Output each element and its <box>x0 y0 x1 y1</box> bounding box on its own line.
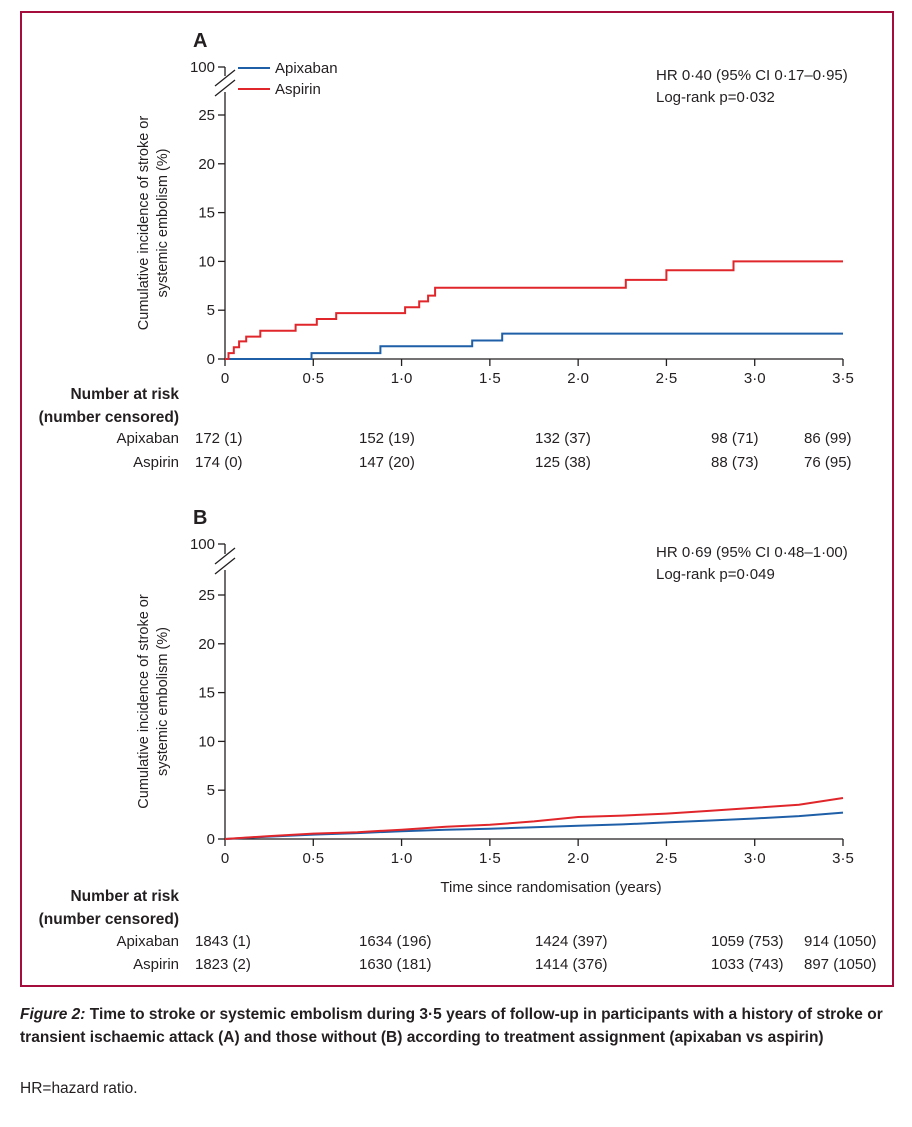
figure-caption-text: Time to stroke or systemic embolism duri… <box>20 1006 883 1046</box>
panel-b-risk-row-label: Apixaban <box>116 933 179 950</box>
abbreviation-note: HR=hazard ratio. <box>20 1080 138 1097</box>
legend-apixaban-label: Apixaban <box>275 60 338 77</box>
panel-a-risk-cell: 174 (0) <box>195 454 243 471</box>
panel-b-x-tick-label: 0 <box>221 850 229 867</box>
panel-b-series-aspirin-line <box>224 797 844 840</box>
panel-b-axis-break-mark-1 <box>214 547 236 565</box>
panel-a-risk-cell: 172 (1) <box>195 430 243 447</box>
panel-a-annotation-line1: HR 0·40 (95% CI 0·17–0·95) <box>656 67 848 84</box>
panel-a-x-tick-label: 0·5 <box>302 370 324 387</box>
panel-a-x-tick-label: 1·5 <box>479 370 501 387</box>
panel-b-y-tick-label: 100 <box>190 536 215 553</box>
panel-b-axis-break-mark-2 <box>214 557 236 575</box>
panel-b-y-tick-label: 15 <box>198 685 215 702</box>
figure-caption-label: Figure 2: <box>20 1006 86 1023</box>
panel-a-risk-row-label: Aspirin <box>133 454 179 471</box>
x-axis-label: Time since randomisation (years) <box>440 879 661 896</box>
panel-a-x-tick-label: 3·0 <box>744 370 766 387</box>
panel-b-risk-cell: 1823 (2) <box>195 956 251 973</box>
panel-a-axis-break-mark-2 <box>214 79 236 97</box>
panel-b-risk-cell: 1033 (743) <box>711 956 784 973</box>
panel-a-y-tick-label: 0 <box>207 351 215 368</box>
panel-b-y-tick-label: 0 <box>207 831 215 848</box>
panel-a-x-tick-label: 3·5 <box>832 370 854 387</box>
panel-a-annotation-line2: Log-rank p=0·032 <box>656 89 775 106</box>
panel-a-risk-cell: 88 (73) <box>711 454 759 471</box>
panel-a-y-tick-label: 100 <box>190 59 215 76</box>
panel-a-y-tick-label: 10 <box>198 253 215 270</box>
panel-b-risk-cell: 1059 (753) <box>711 933 784 950</box>
panel-b-y-tick-label: 10 <box>198 733 215 750</box>
panel-a-risk-cell: 152 (19) <box>359 430 415 447</box>
panel-b-series-apixaban-line <box>224 811 844 840</box>
panel-a-x-tick-label: 2·5 <box>656 370 678 387</box>
panel-a-series-apixaban-line <box>225 332 843 360</box>
panel-b-x-tick-label: 2·0 <box>567 850 589 867</box>
panel-b-risk-cell: 897 (1050) <box>804 956 877 973</box>
panel-b-risk-cell: 1414 (376) <box>535 956 608 973</box>
panel-a-y-tick-label: 20 <box>198 156 215 173</box>
panel-a-label: A <box>193 30 207 52</box>
panel-a-y-tick-label: 15 <box>198 205 215 222</box>
panel-a-risk-cell: 76 (95) <box>804 454 852 471</box>
panel-a-risk-cell: 147 (20) <box>359 454 415 471</box>
panel-b-risk-cell: 1843 (1) <box>195 933 251 950</box>
panel-b-y-axis-label-line2: systemic embolism (%) <box>155 627 171 776</box>
panel-b-x-tick-label: 3·0 <box>744 850 766 867</box>
panel-b-risk-cell: 914 (1050) <box>804 933 877 950</box>
panel-a-risk-cell: 125 (38) <box>535 454 591 471</box>
panel-a-risk-row-label: Apixaban <box>116 430 179 447</box>
figure-caption: Figure 2: Time to stroke or systemic emb… <box>20 1003 895 1049</box>
legend-aspirin-label: Aspirin <box>275 81 321 98</box>
panel-b-y-axis-label-line1: Cumulative incidence of stroke or <box>136 594 152 809</box>
panel-a-axis-break-mark-1 <box>214 69 236 87</box>
panel-b-label: B <box>193 507 207 529</box>
panel-a-x-tick-label: 0 <box>221 370 229 387</box>
panel-a-y-tick-label: 25 <box>198 107 215 124</box>
panel-b-x-tick-label: 3·5 <box>832 850 854 867</box>
panel-a-x-tick-label: 2·0 <box>567 370 589 387</box>
panel-b-risk-table-subtitle: (number censored) <box>39 911 179 928</box>
panel-b-y-tick-label: 25 <box>198 587 215 604</box>
panel-a-y-tick-label: 5 <box>207 302 215 319</box>
panel-a-risk-cell: 132 (37) <box>535 430 591 447</box>
panel-b-annotation-line1: HR 0·69 (95% CI 0·48–1·00) <box>656 544 848 561</box>
panel-b-risk-table-title: Number at risk <box>70 888 179 905</box>
panel-b-x-tick-label: 1·0 <box>391 850 413 867</box>
panel-a-series-aspirin-line <box>225 260 843 360</box>
panel-b-risk-cell: 1630 (181) <box>359 956 432 973</box>
panel-b-x-tick-label: 2·5 <box>656 850 678 867</box>
panel-b-risk-row-label: Aspirin <box>133 956 179 973</box>
panel-b-x-tick-label: 0·5 <box>302 850 324 867</box>
panel-a-risk-table-subtitle: (number censored) <box>39 409 179 426</box>
panel-a-risk-cell: 86 (99) <box>804 430 852 447</box>
panel-a-x-tick-label: 1·0 <box>391 370 413 387</box>
panel-b-y-tick-label: 20 <box>198 636 215 653</box>
panel-a-y-axis-label-line2: systemic embolism (%) <box>155 148 171 297</box>
panel-b-annotation-line2: Log-rank p=0·049 <box>656 566 775 583</box>
panel-a-risk-cell: 98 (71) <box>711 430 759 447</box>
panel-a-risk-table-title: Number at risk <box>70 386 179 403</box>
panel-a-y-axis-label-line1: Cumulative incidence of stroke or <box>136 116 152 331</box>
panel-b-x-tick-label: 1·5 <box>479 850 501 867</box>
panel-b-risk-cell: 1634 (196) <box>359 933 432 950</box>
panel-b-risk-cell: 1424 (397) <box>535 933 608 950</box>
panel-b-y-tick-label: 5 <box>207 782 215 799</box>
figure-frame <box>20 11 894 987</box>
